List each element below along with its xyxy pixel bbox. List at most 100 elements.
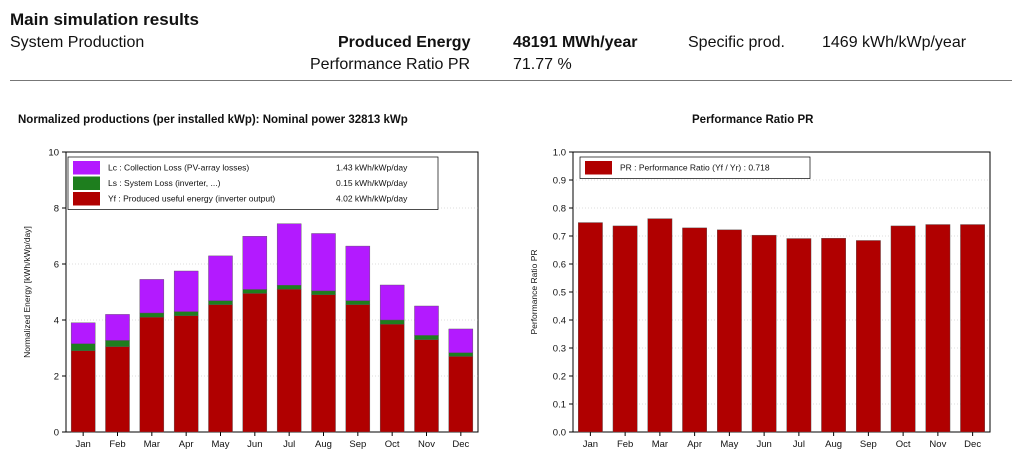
- y-tick-label: 6: [54, 260, 59, 271]
- bar-jan-series-0: [578, 222, 603, 433]
- y-tick-label: 0.4: [553, 316, 566, 327]
- x-tick-label: Jan: [76, 439, 91, 450]
- results-subtitle: System Production: [10, 34, 145, 51]
- y-tick-label: 0: [54, 428, 59, 439]
- x-tick-label: Mar: [144, 439, 160, 450]
- legend-box: [579, 156, 811, 179]
- bar-jan-series-2: [70, 322, 96, 344]
- bar-apr-series-0: [682, 227, 707, 433]
- bar-feb-series-0: [105, 346, 130, 433]
- bar-jun-series-2: [242, 236, 268, 290]
- y-tick-label: 8: [54, 204, 59, 215]
- chart2-title: Performance Ratio PR: [692, 114, 814, 126]
- x-tick-label: Feb: [617, 439, 633, 450]
- y-tick-label: 0.6: [553, 260, 566, 271]
- y-tick-label: 0.5: [553, 288, 566, 299]
- specific-prod-label: Specific prod.: [688, 34, 785, 51]
- x-tick-label: Aug: [825, 439, 842, 450]
- pr-label: Performance Ratio PR: [310, 56, 471, 73]
- bar-jul-series-0: [276, 289, 302, 433]
- x-tick-label: Jul: [283, 439, 295, 450]
- y-axis-label: Normalized Energy [kWh/kWp/day]: [22, 226, 32, 358]
- x-tick-label: Aug: [315, 439, 332, 450]
- x-tick-label: Sep: [349, 439, 366, 450]
- bar-oct-series-2: [379, 284, 405, 321]
- bar-apr-series-0: [173, 315, 199, 433]
- bar-apr-series-2: [173, 270, 199, 312]
- legend-value: 1.43 kWh/kWp/day: [336, 163, 408, 173]
- y-tick-label: 10: [48, 148, 59, 159]
- legend-swatch: [73, 176, 100, 190]
- bar-mar-series-0: [139, 317, 165, 433]
- y-tick-label: 0.9: [553, 176, 566, 187]
- x-tick-label: Feb: [109, 439, 125, 450]
- y-tick-label: 2: [54, 372, 59, 383]
- legend-swatch: [585, 161, 612, 175]
- bar-feb-series-2: [105, 314, 130, 341]
- legend-box: [67, 156, 439, 210]
- y-tick-label: 1.0: [553, 148, 566, 159]
- x-tick-label: Dec: [452, 439, 469, 450]
- bar-mar-series-2: [139, 279, 165, 314]
- bar-may-series-0: [717, 229, 742, 433]
- bar-aug-series-0: [821, 238, 846, 433]
- pr-value: 71.77 %: [513, 56, 572, 73]
- legend-swatch: [73, 192, 100, 206]
- bar-oct-series-0: [890, 225, 916, 433]
- bar-jul-series-0: [786, 238, 812, 433]
- bar-nov-series-0: [414, 339, 439, 433]
- legend-label: Yf : Produced useful energy (inverter ou…: [108, 194, 275, 204]
- bar-jul-series-2: [276, 223, 302, 286]
- x-tick-label: Nov: [418, 439, 435, 450]
- y-tick-label: 0.2: [553, 372, 566, 383]
- bar-jan-series-0: [70, 350, 96, 433]
- x-tick-label: Apr: [687, 439, 702, 450]
- results-title: Main simulation results: [10, 10, 199, 29]
- bar-sep-series-0: [856, 240, 881, 433]
- bar-dec-series-0: [960, 224, 985, 433]
- x-tick-label: Mar: [652, 439, 668, 450]
- x-tick-label: Dec: [964, 439, 981, 450]
- y-tick-label: 4: [54, 316, 59, 327]
- x-tick-label: Jun: [247, 439, 262, 450]
- bar-jun-series-0: [242, 293, 268, 433]
- x-tick-label: May: [720, 439, 738, 450]
- bar-dec-series-2: [448, 328, 474, 353]
- produced-energy-value: 48191 MWh/year: [513, 34, 638, 51]
- x-tick-label: Jul: [793, 439, 805, 450]
- specific-prod-value: 1469 kWh/kWp/year: [822, 34, 967, 51]
- y-tick-label: 0.8: [553, 204, 566, 215]
- x-tick-label: Oct: [896, 439, 911, 450]
- bar-nov-series-2: [414, 305, 439, 336]
- bar-aug-series-0: [311, 294, 336, 433]
- header-divider: [10, 80, 1012, 81]
- bar-sep-series-2: [345, 245, 371, 301]
- bar-aug-series-2: [311, 233, 336, 292]
- y-axis-label: Performance Ratio PR: [529, 249, 539, 334]
- y-tick-label: 0.7: [553, 232, 566, 243]
- y-tick-label: 0.3: [553, 344, 566, 355]
- legend-label: Ls : System Loss (inverter, ...): [108, 178, 221, 188]
- bar-may-series-2: [208, 255, 233, 301]
- produced-energy-label: Produced Energy: [338, 34, 471, 51]
- y-tick-label: 0.0: [553, 428, 566, 439]
- chart1-title: Normalized productions (per installed kW…: [18, 114, 408, 126]
- bar-feb-series-0: [612, 225, 638, 433]
- legend-label: PR : Performance Ratio (Yf / Yr) : 0.718: [620, 163, 770, 173]
- legend-swatch: [73, 161, 100, 175]
- x-tick-label: Sep: [860, 439, 877, 450]
- bar-sep-series-0: [345, 304, 371, 433]
- bar-may-series-0: [208, 304, 233, 433]
- x-tick-label: May: [212, 439, 230, 450]
- bar-mar-series-0: [647, 218, 673, 433]
- legend-value: 4.02 kWh/kWp/day: [336, 194, 408, 204]
- x-tick-label: Nov: [929, 439, 946, 450]
- y-tick-label: 0.1: [553, 400, 566, 411]
- x-tick-label: Oct: [385, 439, 400, 450]
- bar-nov-series-0: [925, 224, 951, 433]
- x-tick-label: Jun: [756, 439, 771, 450]
- legend-label: Lc : Collection Loss (PV-array losses): [108, 163, 249, 173]
- x-tick-label: Jan: [583, 439, 598, 450]
